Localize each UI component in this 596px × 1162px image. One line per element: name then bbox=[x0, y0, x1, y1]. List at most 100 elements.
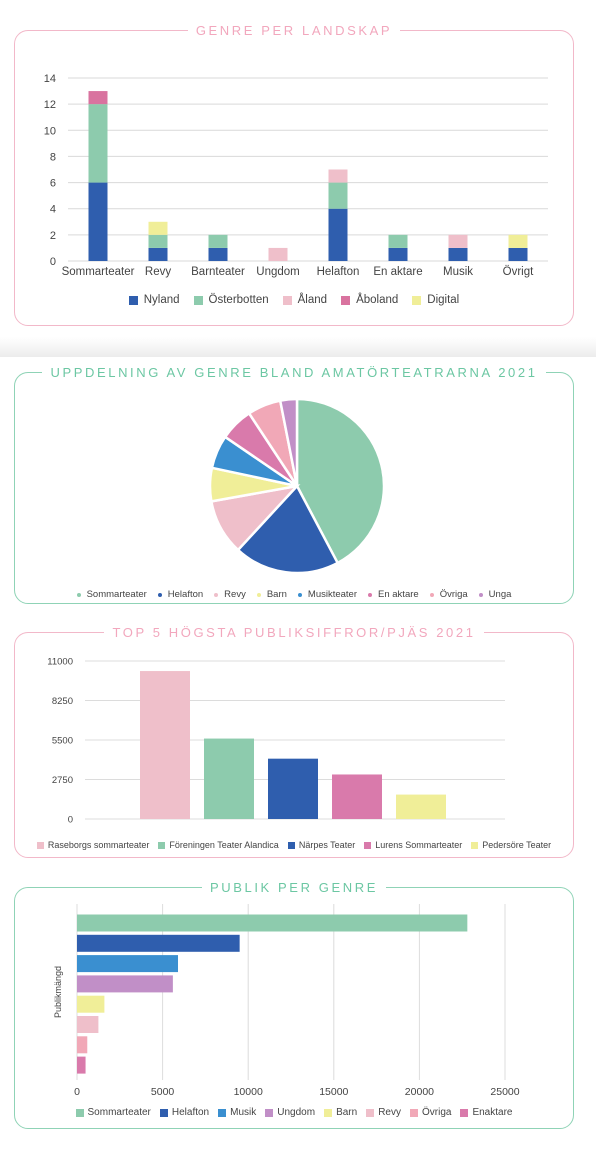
chart4-legend-item-helafton: Helafton bbox=[159, 1107, 209, 1118]
bar-helafton bbox=[77, 934, 240, 952]
chart2-title: UPPDELNING AV GENRE BLAND AMATÖRTEATRARN… bbox=[42, 365, 546, 380]
y-tick-label: 5500 bbox=[52, 736, 73, 747]
audience-per-genre-card: PUBLIK PER GENRE 0 5000 10000 15000 20000 250… bbox=[14, 880, 574, 1129]
legend-label: Digital bbox=[427, 294, 460, 306]
chart2-legend: Sommarteater Helafton Revy Barn Musikteater E… bbox=[15, 589, 573, 600]
legend-swatch bbox=[471, 841, 479, 849]
y-tick-label: 4 bbox=[50, 204, 56, 216]
y-tick-label: 0 bbox=[68, 815, 73, 826]
chart3-legend-item-föreningen-teater-alandica: Föreningen Teater Alandica bbox=[158, 840, 279, 850]
legend-swatch bbox=[368, 592, 373, 597]
chart2-legend-item-barn: Barn bbox=[256, 589, 287, 600]
legend-label: En aktare bbox=[378, 589, 419, 600]
chart1-legend: Nyland Österbotten Åland Åboland Digital bbox=[15, 294, 573, 306]
genre-per-landskap-card: GENRE PER LANDSKAP 0 2 4 6 8 10 12 14 Sommarteat… bbox=[14, 23, 574, 326]
legend-swatch bbox=[478, 592, 483, 597]
chart4-svg: 0 5000 10000 15000 20000 25000 Publikmängd bbox=[53, 904, 520, 1098]
legend-label: Revy bbox=[224, 589, 246, 600]
legend-swatch bbox=[159, 1108, 168, 1117]
genre-distribution-card: UPPDELNING AV GENRE BLAND AMATÖRTEATRARN… bbox=[14, 365, 574, 604]
chart2-legend-item-övriga: Övriga bbox=[429, 589, 468, 600]
legend-swatch bbox=[128, 295, 138, 305]
legend-label: Musik bbox=[230, 1107, 257, 1118]
legend-swatch bbox=[76, 592, 81, 597]
legend-label: Åboland bbox=[356, 294, 399, 306]
chart2-legend-item-musikteater: Musikteater bbox=[297, 589, 357, 600]
chart4-legend-item-ungdom: Ungdom bbox=[265, 1107, 315, 1118]
bar-barn bbox=[77, 995, 105, 1013]
chart2-legend-item-sommarteater: Sommarteater bbox=[76, 589, 147, 600]
pie-slice-sommarteater bbox=[295, 397, 386, 565]
x-tick-label: Sommarteater bbox=[62, 266, 135, 278]
y-tick-label: 6 bbox=[50, 178, 56, 190]
bar-revy bbox=[77, 1016, 99, 1033]
legend-swatch bbox=[157, 592, 162, 597]
chart3-legend-item-närpes-teater: Närpes Teater bbox=[287, 840, 356, 850]
bar-en-aktare-nyland bbox=[388, 247, 408, 261]
legend-swatch bbox=[193, 295, 203, 305]
bar-barnteater-nyland bbox=[208, 247, 228, 261]
y-tick-label: 2750 bbox=[52, 775, 73, 786]
legend-swatch bbox=[282, 295, 292, 305]
bar-musik-åland bbox=[448, 234, 468, 248]
x-tick-label: 20000 bbox=[405, 1086, 434, 1098]
x-tick-label: 0 bbox=[74, 1086, 80, 1098]
legend-label: Närpes Teater bbox=[298, 840, 356, 850]
x-tick-label: Barnteater bbox=[191, 266, 245, 278]
y-tick-label: 8 bbox=[50, 151, 56, 163]
legend-swatch bbox=[341, 295, 351, 305]
x-tick-label: Helafton bbox=[317, 266, 360, 278]
chart4-title: PUBLIK PER GENRE bbox=[201, 880, 387, 895]
y-tick-label: 10 bbox=[44, 125, 56, 137]
legend-swatch bbox=[297, 592, 302, 597]
bar-en-aktare-österbotten bbox=[388, 234, 408, 248]
legend-label: Sommarteater bbox=[86, 589, 147, 600]
legend-label: Helafton bbox=[167, 589, 204, 600]
x-tick-label: En aktare bbox=[373, 266, 422, 278]
chart2-legend-item-revy: Revy bbox=[214, 589, 246, 600]
legend-swatch bbox=[75, 1108, 84, 1117]
x-tick-label: 10000 bbox=[234, 1086, 263, 1098]
y-tick-label: 12 bbox=[44, 99, 56, 111]
legend-label: Barn bbox=[336, 1107, 358, 1118]
bar-lurens-sommarteater bbox=[332, 774, 382, 819]
chart4-legend-item-barn: Barn bbox=[324, 1107, 357, 1118]
chart1-svg: 0 2 4 6 8 10 12 14 Sommarteater Revy Barnteater Ung… bbox=[44, 73, 548, 278]
x-tick-label: 5000 bbox=[151, 1086, 175, 1098]
x-tick-label: 25000 bbox=[490, 1086, 519, 1098]
bar-ungdom bbox=[77, 975, 173, 993]
bar-övriga bbox=[77, 1036, 88, 1054]
bar-helafton-nyland bbox=[328, 208, 348, 261]
chart3-svg: 0 2750 5500 8250 11000 bbox=[47, 657, 505, 826]
y-tick-label: 0 bbox=[50, 256, 56, 268]
legend-swatch bbox=[287, 841, 295, 849]
legend-swatch bbox=[214, 592, 219, 597]
legend-label: Österbotten bbox=[208, 294, 269, 306]
legend-label: Raseborgs sommarteater bbox=[47, 840, 150, 850]
chart2-svg bbox=[208, 397, 386, 575]
pie-slice-helafton bbox=[236, 483, 340, 575]
y-tick-label: 2 bbox=[50, 230, 56, 242]
y-tick-label: 8250 bbox=[52, 696, 73, 707]
x-tick-label: 15000 bbox=[319, 1086, 348, 1098]
chart4-legend-item-övriga: Övriga bbox=[409, 1107, 452, 1118]
legend-swatch bbox=[366, 1108, 375, 1117]
section-divider bbox=[0, 337, 596, 357]
bar-närpes-teater bbox=[268, 758, 318, 819]
chart1-legend-item-åboland: Åboland bbox=[341, 294, 398, 306]
chart1-legend-item-digital: Digital bbox=[412, 294, 459, 306]
bar-barnteater-österbotten bbox=[208, 234, 228, 248]
chart3-legend-item-lurens-sommarteater: Lurens Sommarteater bbox=[364, 840, 462, 850]
pie-slice-unga bbox=[278, 397, 299, 487]
chart1-legend-item-österbotten: Österbotten bbox=[193, 294, 269, 306]
x-tick-label: Musik bbox=[443, 266, 473, 278]
bar-revy-digital bbox=[148, 221, 168, 235]
legend-label: Åland bbox=[297, 294, 328, 306]
legend-label: Övriga bbox=[421, 1107, 452, 1118]
bar-helafton-österbotten bbox=[328, 182, 348, 209]
legend-swatch bbox=[265, 1108, 274, 1117]
legend-swatch bbox=[218, 1108, 227, 1117]
bar-musik bbox=[77, 955, 179, 973]
bar-sommarteater-österbotten bbox=[88, 104, 108, 183]
chart2-legend-item-helafton: Helafton bbox=[157, 589, 204, 600]
